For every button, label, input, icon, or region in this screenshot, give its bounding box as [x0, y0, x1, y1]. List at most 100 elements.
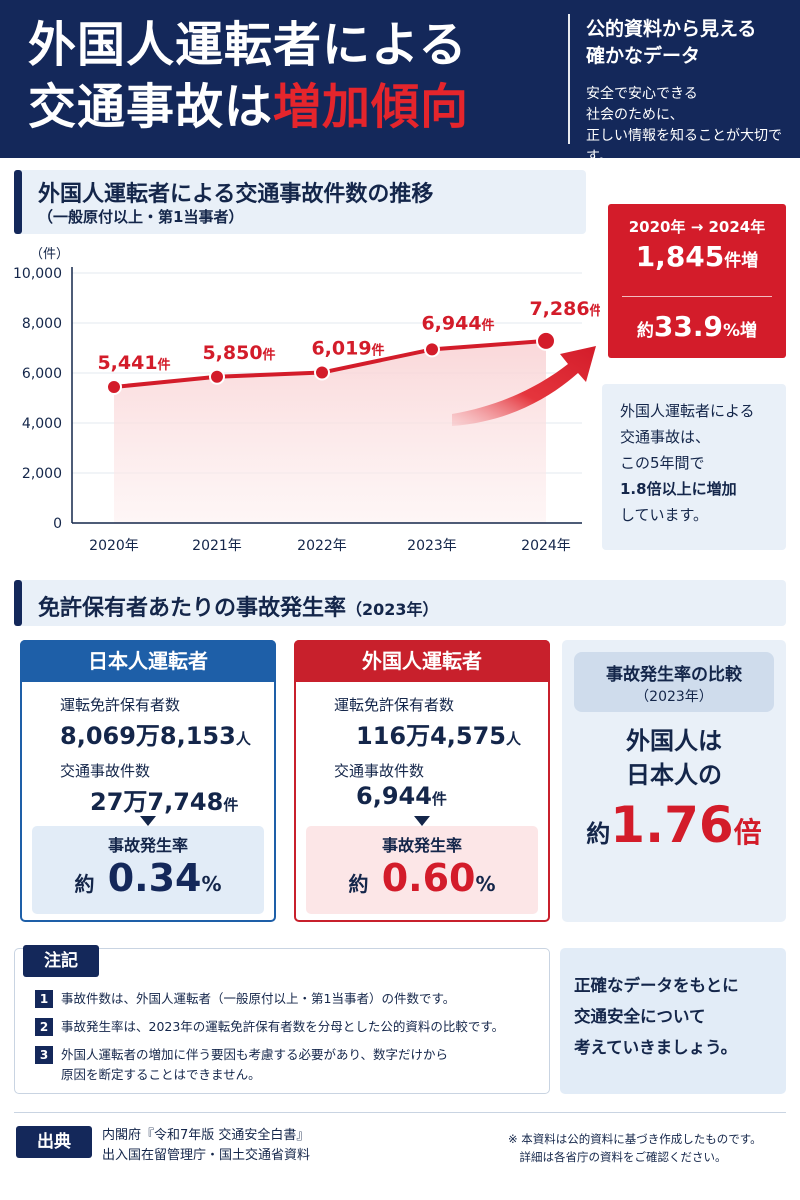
- data-label-unit: 件: [482, 317, 495, 333]
- data-point: [536, 330, 556, 351]
- section2-heading: 免許保有者あたりの事故発生率（2023年）: [14, 580, 786, 626]
- foreign-license-value: 116万4,575人: [356, 716, 521, 751]
- comparison-text: 外国人は 日本人の: [626, 727, 722, 789]
- x-tick-label: 2024年: [521, 538, 571, 554]
- trend-arrow-icon: [452, 346, 596, 426]
- data-label: 6,019件: [311, 338, 384, 360]
- japanese-rate-prefix: 約: [74, 872, 95, 896]
- data-label-unit: 件: [158, 357, 171, 373]
- japanese-rate-number: 0.34: [107, 856, 202, 900]
- data-label: 5,850件: [202, 342, 275, 364]
- section2-accent-bar: [14, 580, 22, 626]
- japanese-rate-label: 事故発生率: [107, 836, 188, 855]
- data-label: 7,286件: [529, 298, 600, 320]
- comparison-ratio: 約1.76倍: [562, 796, 786, 854]
- increase-pct-prefix: 約: [636, 321, 654, 341]
- notes-panel: 注記 1 事故件数は、外国人運転者（一般原付以上・第1当事者）の件数です。 2 …: [14, 945, 550, 1094]
- increase-pct-suffix: %増: [723, 321, 758, 341]
- title-line-2-highlight: 増加傾向: [273, 79, 470, 135]
- japanese-license-label: 運転免許保有者数: [60, 696, 181, 714]
- data-point: [209, 368, 225, 385]
- foreign-license-number: 116万4,575: [356, 722, 507, 750]
- data-label: 5,441件: [97, 352, 170, 374]
- closing-message: 正確なデータをもとに 交通安全について 考えていきましょう。: [574, 976, 739, 1057]
- foreign-license-label: 運転免許保有者数: [334, 696, 455, 714]
- header-right-sub: 安全で安心できる 社会のために、 正しい情報を知ることが大切です。: [586, 86, 782, 165]
- note-number: 2: [35, 1018, 53, 1036]
- note-number: 3: [35, 1046, 53, 1064]
- foreign-rate-number: 0.60: [381, 856, 476, 900]
- y-tick-label: 6,000: [22, 366, 62, 382]
- comparison-prefix: 約: [586, 820, 611, 848]
- disclaimer-text: ※ 本資料は公的資料に基づき作成したものです。 詳細は各省庁の資料をご確認くださ…: [508, 1132, 762, 1164]
- header-banner: 外国人運転者による 交通事故は増加傾向 公的資料から見える 確かなデータ 安全で…: [0, 0, 800, 165]
- foreign-rate-prefix: 約: [348, 872, 369, 896]
- data-label-unit: 件: [372, 343, 385, 359]
- y-tick-label: 2,000: [22, 466, 62, 482]
- footer-divider: [14, 1112, 786, 1113]
- japanese-rate-unit: %: [201, 872, 222, 896]
- foreign-driver-card: 外国人運転者 運転免許保有者数 116万4,575人 交通事故件数 6,944件…: [294, 640, 550, 922]
- japanese-rate-notch: [140, 816, 156, 826]
- comparison-box: 事故発生率の比較 （2023年） 外国人は 日本人の 約1.76倍: [562, 640, 786, 922]
- foreign-accident-label: 交通事故件数: [334, 762, 425, 780]
- accident-trend-chart: 5,441件 5,850件 6,019件 6,944件 7,286件 0 2,000 4,0…: [13, 247, 600, 554]
- x-tick-label: 2022年: [297, 538, 347, 554]
- foreign-rate-label: 事故発生率: [381, 836, 462, 855]
- x-tick-label: 2021年: [192, 538, 242, 554]
- closing-message-box: 正確なデータをもとに 交通安全について 考えていきましょう。: [560, 948, 786, 1094]
- section1-title: 外国人運転者による交通事故件数の推移: [38, 182, 434, 207]
- japanese-accident-value: 27万7,748件: [90, 782, 238, 817]
- y-tick-label: 10,000: [13, 266, 62, 282]
- data-point: [106, 378, 122, 395]
- comparison-ratio-value: 1.76: [610, 796, 734, 854]
- y-tick-label: 4,000: [22, 416, 62, 432]
- japanese-rate-box: 事故発生率 約 0.34%: [32, 816, 264, 914]
- foreign-accident-number: 6,944: [356, 782, 432, 810]
- foreign-rate-value: 約 0.60%: [306, 856, 538, 900]
- comparison-title: 事故発生率の比較: [606, 665, 742, 685]
- note-text: 事故件数は、外国人運転者（一般原付以上・第1当事者）の件数です。: [61, 991, 456, 1006]
- section1-accent-bar: [14, 170, 22, 234]
- japanese-license-value: 8,069万8,153人: [60, 716, 251, 751]
- data-point: [424, 341, 440, 358]
- note-number: 1: [35, 990, 53, 1008]
- increase-period: 2020年 → 2024年: [628, 218, 766, 236]
- notes-label: 注記: [23, 945, 99, 977]
- increase-percent: 約33.9%増: [608, 310, 786, 343]
- y-axis-unit-label: （件）: [30, 247, 69, 262]
- note-text: 事故発生率は、2023年の運転免許保有者数を分母とした公的資料の比較です。: [61, 1019, 505, 1034]
- y-tick-label: 0: [53, 516, 62, 532]
- title-line-2-normal: 交通事故は: [28, 79, 274, 135]
- increase-divider: [622, 296, 772, 297]
- increase-count: 1,845件増: [608, 240, 786, 273]
- comparison-year: （2023年）: [635, 689, 713, 705]
- foreign-rate-box: 事故発生率 約 0.60%: [306, 816, 538, 914]
- header-right-heading: 公的資料から見える 確かなデータ: [586, 18, 757, 67]
- title-line-2: 交通事故は増加傾向: [28, 76, 469, 138]
- title-line-1: 外国人運転者による: [28, 17, 468, 73]
- japanese-rate-value: 約 0.34%: [32, 856, 264, 900]
- x-tick-label: 2023年: [407, 538, 457, 554]
- foreign-accident-value: 6,944件: [356, 782, 447, 810]
- japanese-license-unit: 人: [235, 730, 251, 748]
- source-text: 内閣府『令和7年版 交通安全白書』 出入国在留管理庁・国土交通省資料: [102, 1128, 311, 1163]
- header-divider: [568, 14, 570, 144]
- comparison-title-pill: 事故発生率の比較 （2023年）: [574, 652, 774, 712]
- japanese-driver-card: 日本人運転者 運転免許保有者数 8,069万8,153人 交通事故件数 27万7…: [20, 640, 276, 922]
- trend-summary-note: 外国人運転者による 交通事故は、 この5年間で 1.8倍以上に増加 しています。: [602, 384, 786, 550]
- data-label-unit: 件: [263, 347, 276, 363]
- area-fill: [114, 340, 546, 523]
- japanese-license-number: 8,069万8,153: [60, 722, 236, 750]
- section2-year: （2023年）: [346, 600, 439, 619]
- main-title: 外国人運転者による 交通事故は増加傾向: [28, 14, 469, 138]
- x-tick-label: 2020年: [89, 538, 139, 554]
- data-label-unit: 件: [590, 303, 600, 319]
- comparison-suffix: 倍: [733, 816, 762, 849]
- data-point: [314, 364, 330, 381]
- y-tick-label: 8,000: [22, 316, 62, 332]
- note-item: 3 外国人運転者の増加に伴う要因も考慮する必要があり、数字だけから 原因を断定す…: [35, 1045, 448, 1085]
- increase-count-unit: 件増: [724, 251, 759, 271]
- trend-summary-lead: 外国人運転者による 交通事故は、 この5年間で: [620, 402, 755, 472]
- data-label: 6,944件: [421, 312, 494, 334]
